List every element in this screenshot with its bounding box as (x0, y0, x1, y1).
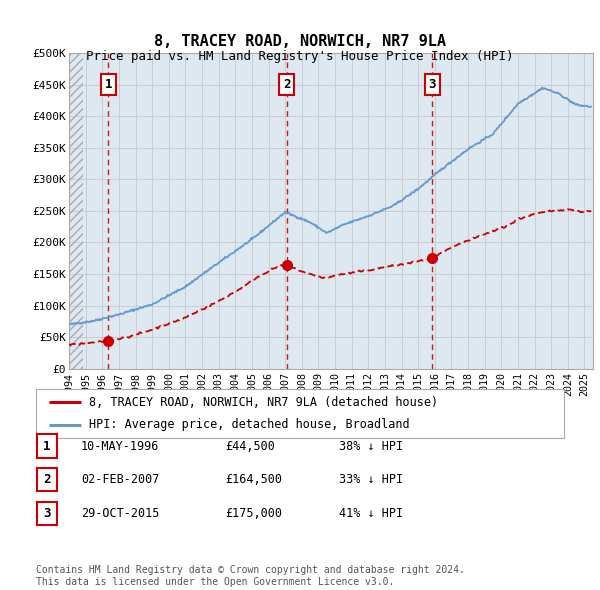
Text: 02-FEB-2007: 02-FEB-2007 (81, 473, 160, 486)
Text: Contains HM Land Registry data © Crown copyright and database right 2024.
This d: Contains HM Land Registry data © Crown c… (36, 565, 465, 587)
Text: 1: 1 (43, 440, 51, 453)
Text: 10-MAY-1996: 10-MAY-1996 (81, 440, 160, 453)
Text: £44,500: £44,500 (225, 440, 275, 453)
Text: £175,000: £175,000 (225, 507, 282, 520)
Text: 33% ↓ HPI: 33% ↓ HPI (339, 473, 403, 486)
Text: Price paid vs. HM Land Registry's House Price Index (HPI): Price paid vs. HM Land Registry's House … (86, 50, 514, 63)
Text: 2: 2 (43, 473, 51, 486)
Text: 8, TRACEY ROAD, NORWICH, NR7 9LA: 8, TRACEY ROAD, NORWICH, NR7 9LA (154, 34, 446, 49)
Text: 38% ↓ HPI: 38% ↓ HPI (339, 440, 403, 453)
Text: 8, TRACEY ROAD, NORWICH, NR7 9LA (detached house): 8, TRACEY ROAD, NORWICH, NR7 9LA (detach… (89, 396, 438, 409)
Text: 3: 3 (428, 78, 436, 91)
Text: £164,500: £164,500 (225, 473, 282, 486)
Text: 2: 2 (283, 78, 290, 91)
Text: HPI: Average price, detached house, Broadland: HPI: Average price, detached house, Broa… (89, 418, 409, 431)
Text: 29-OCT-2015: 29-OCT-2015 (81, 507, 160, 520)
Text: 3: 3 (43, 507, 51, 520)
Text: 41% ↓ HPI: 41% ↓ HPI (339, 507, 403, 520)
Text: 1: 1 (104, 78, 112, 91)
